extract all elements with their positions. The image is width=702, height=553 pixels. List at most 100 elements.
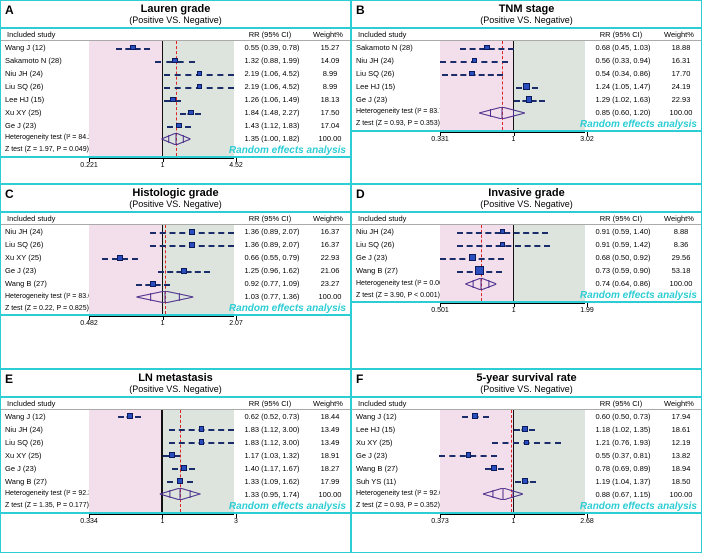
- study-row: Lee HJ (15) 1.24 (1.05, 1.47) 24.19: [352, 80, 701, 93]
- rows-container: Niu JH (24) 0.91 (0.59, 1.40) 8.88 Liu S…: [352, 225, 701, 301]
- study-label: Niu JH (24): [1, 227, 89, 236]
- weight: 22.93: [310, 253, 350, 262]
- study-label: Ge J (23): [352, 95, 440, 104]
- study-row: Wang B (27) 0.73 (0.59, 0.90) 53.18: [352, 264, 701, 277]
- panel-letter: B: [356, 3, 365, 17]
- study-row: Xu XY (25) 1.21 (0.76, 1.93) 12.19: [352, 436, 701, 449]
- weight: 15.27: [310, 43, 350, 52]
- rr-ci: 0.55 (0.37, 0.81): [585, 451, 661, 460]
- rr-ci: 1.26 (1.06, 1.49): [234, 95, 310, 104]
- het-text: Heterogeneity test (I² = 84.2%, P < 0.00…: [1, 134, 89, 142]
- weight: 12.19: [661, 438, 701, 447]
- total-row: Heterogeneity test (I² = 84.2%, P < 0.00…: [1, 132, 350, 145]
- rr-ci: 1.17 (1.03, 1.32): [234, 451, 310, 460]
- hdr-study: Included study: [3, 214, 91, 223]
- study-label: Xu XY (25): [1, 253, 89, 262]
- study-row: Liu SQ (26) 1.36 (0.89, 2.07) 16.37: [1, 238, 350, 251]
- rr-ci: 0.55 (0.39, 0.78): [234, 43, 310, 52]
- rows-container: Sakamoto N (28) 0.68 (0.45, 1.03) 18.88 …: [352, 41, 701, 130]
- panel-letter: E: [5, 372, 13, 386]
- random-effects-label: Random effects analysis: [580, 290, 697, 301]
- study-label: Niu JH (24): [1, 425, 89, 434]
- x-axis: 0.37312.68: [352, 514, 701, 532]
- weight: 18.44: [310, 412, 350, 421]
- study-row: Ge J (23) 0.55 (0.37, 0.81) 13.82: [352, 449, 701, 462]
- total-row: Heterogeneity test (I² = 83.6%, P < 0.00…: [1, 290, 350, 303]
- study-label: Niu JH (24): [352, 227, 440, 236]
- random-effects-label: Random effects analysis: [229, 501, 346, 512]
- rr-ci: 0.60 (0.50, 0.73): [585, 412, 661, 421]
- rr-ci: 0.68 (0.50, 0.92): [585, 253, 661, 262]
- forest-plot-panel-b: B TNM stage (Positive VS. Negative) Incl…: [351, 0, 702, 184]
- hdr-rr: RR (95% CI): [232, 214, 308, 223]
- weight: 17.04: [310, 121, 350, 130]
- total-rr: 1.35 (1.00, 1.82): [234, 134, 310, 143]
- xaxis-tick-label: 0.221: [80, 162, 98, 169]
- z-text: Z test (Z = 1.35, P = 0.177): [1, 502, 89, 510]
- xaxis-tick-label: 0.334: [80, 518, 98, 525]
- study-row: Ge J (23) 1.29 (1.02, 1.63) 22.93: [352, 93, 701, 106]
- weight: 14.09: [310, 56, 350, 65]
- panel-subtitle: (Positive VS. Negative): [1, 199, 350, 209]
- rr-ci: 0.54 (0.34, 0.86): [585, 69, 661, 78]
- rows-container: Wang J (12) 0.60 (0.50, 0.73) 17.94 Lee …: [352, 410, 701, 512]
- study-row: Wang B (27) 0.92 (0.77, 1.09) 23.27: [1, 277, 350, 290]
- study-row: Xu XY (25) 0.66 (0.55, 0.79) 22.93: [1, 251, 350, 264]
- weight: 18.61: [661, 425, 701, 434]
- study-row: Ge J (23) 1.40 (1.17, 1.67) 18.27: [1, 462, 350, 475]
- panel-title: LN metastasis: [1, 372, 350, 384]
- study-row: Niu JH (24) 1.83 (1.12, 3.00) 13.49: [1, 423, 350, 436]
- rr-ci: 1.29 (1.02, 1.63): [585, 95, 661, 104]
- rows-container: Niu JH (24) 1.36 (0.89, 2.07) 16.37 Liu …: [1, 225, 350, 314]
- xaxis-tick-label: 0.331: [431, 136, 449, 143]
- weight: 13.49: [310, 425, 350, 434]
- weight: 8.99: [310, 82, 350, 91]
- hdr-rr: RR (95% CI): [583, 399, 659, 408]
- study-label: Sakamoto N (28): [1, 56, 89, 65]
- study-row: Niu JH (24) 0.56 (0.33, 0.94) 16.31: [352, 54, 701, 67]
- x-axis: 0.22114.52: [1, 158, 350, 176]
- study-label: Niu JH (24): [1, 69, 89, 78]
- study-row: Niu JH (24) 0.91 (0.59, 1.40) 8.88: [352, 225, 701, 238]
- xaxis-tick-label: 3: [234, 518, 238, 525]
- weight: 53.18: [661, 266, 701, 275]
- rr-ci: 0.68 (0.45, 1.03): [585, 43, 661, 52]
- weight: 17.70: [661, 69, 701, 78]
- study-label: Lee HJ (15): [352, 425, 440, 434]
- study-label: Wang J (12): [1, 43, 89, 52]
- weight: 17.99: [310, 477, 350, 486]
- panel-subtitle: (Positive VS. Negative): [352, 15, 701, 25]
- study-row: Wang J (12) 0.55 (0.39, 0.78) 15.27: [1, 41, 350, 54]
- total-rr: 0.74 (0.64, 0.86): [585, 279, 661, 288]
- xaxis-tick-label: 1.99: [580, 307, 594, 314]
- xaxis-tick-label: 2.68: [580, 518, 594, 525]
- xaxis-tick-label: 0.501: [431, 307, 449, 314]
- random-effects-label: Random effects analysis: [580, 119, 697, 130]
- rr-ci: 0.91 (0.59, 1.40): [585, 227, 661, 236]
- study-row: Wang J (12) 0.60 (0.50, 0.73) 17.94: [352, 410, 701, 423]
- total-wt: 100.00: [661, 108, 701, 117]
- study-label: Liu SQ (26): [1, 438, 89, 447]
- hdr-rr: RR (95% CI): [232, 30, 308, 39]
- z-text: Z test (Z = 3.90, P < 0.001): [352, 292, 440, 300]
- panel-subtitle: (Positive VS. Negative): [352, 384, 701, 394]
- het-text: Heterogeneity test (I² = 92.0%, P < 0.00…: [352, 490, 440, 498]
- rr-ci: 1.33 (1.09, 1.62): [234, 477, 310, 486]
- hdr-rr: RR (95% CI): [232, 399, 308, 408]
- study-label: Xu XY (25): [1, 108, 89, 117]
- xaxis-tick-label: 1: [161, 320, 165, 327]
- rr-ci: 1.83 (1.12, 3.00): [234, 438, 310, 447]
- rr-ci: 0.62 (0.52, 0.73): [234, 412, 310, 421]
- weight: 18.27: [310, 464, 350, 473]
- weight: 13.82: [661, 451, 701, 460]
- study-label: Suh YS (11): [352, 477, 440, 486]
- weight: 18.88: [661, 43, 701, 52]
- panel-letter: A: [5, 3, 14, 17]
- forest-plot-panel-a: A Lauren grade (Positive VS. Negative) I…: [0, 0, 351, 184]
- total-rr: 0.88 (0.67, 1.15): [585, 490, 661, 499]
- forest-plot-panel-f: F 5-year survival rate (Positive VS. Neg…: [351, 369, 702, 553]
- weight: 16.37: [310, 240, 350, 249]
- hdr-rr: RR (95% CI): [583, 214, 659, 223]
- panel-title: TNM stage: [352, 3, 701, 15]
- study-row: Lee HJ (15) 1.18 (1.02, 1.35) 18.61: [352, 423, 701, 436]
